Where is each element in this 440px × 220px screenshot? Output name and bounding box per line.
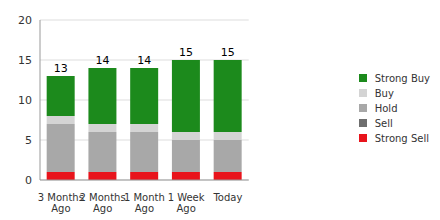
svg-text:Today: Today: [212, 192, 242, 203]
svg-text:15: 15: [179, 46, 193, 59]
html-text:Strong Buy: Strong Buy: [374, 72, 430, 84]
svg-text:1 MonthAgo: 1 MonthAgo: [124, 192, 165, 214]
svg-text:5: 5: [25, 134, 32, 147]
svg-text:20: 20: [18, 14, 32, 27]
svg-text:15: 15: [221, 46, 235, 59]
html-text:Strong Sell: Strong Sell: [374, 132, 429, 144]
svg-text:0: 0: [25, 174, 32, 187]
svg-text:13: 13: [54, 62, 68, 75]
svg-text:2 MonthsAgo: 2 MonthsAgo: [80, 192, 126, 214]
svg-text:14: 14: [95, 54, 109, 67]
svg-text:10: 10: [18, 94, 32, 107]
html-text:Buy: Buy: [374, 87, 394, 99]
svg-text:3 MonthsAgo: 3 MonthsAgo: [38, 192, 84, 214]
html-text:Hold: Hold: [374, 102, 398, 114]
svg-text:14: 14: [137, 54, 151, 67]
svg-text:1 WeekAgo: 1 WeekAgo: [168, 192, 205, 214]
svg-text:15: 15: [18, 54, 32, 67]
html-text:Sell: Sell: [374, 117, 393, 129]
